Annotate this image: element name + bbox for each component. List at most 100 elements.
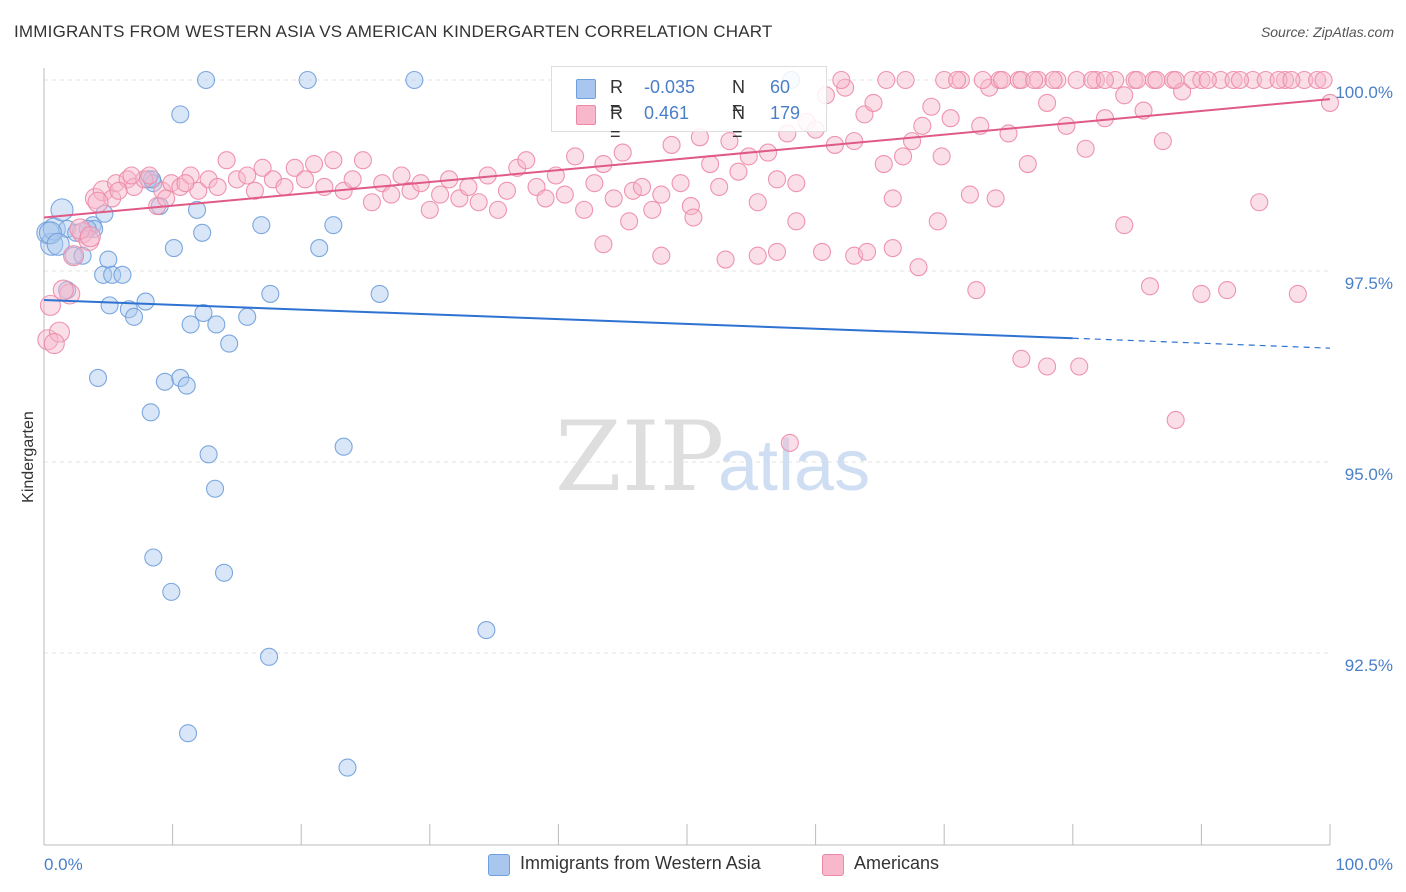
data-point xyxy=(324,151,343,170)
data-point xyxy=(207,315,226,334)
data-point xyxy=(1115,216,1134,235)
data-point xyxy=(536,189,555,208)
data-point xyxy=(1192,284,1211,303)
data-point xyxy=(585,174,604,193)
data-point xyxy=(353,151,372,170)
data-point xyxy=(643,200,662,219)
data-point xyxy=(1166,70,1185,90)
data-point xyxy=(124,177,144,197)
chart-source: Source: ZipAtlas.com xyxy=(1260,24,1394,40)
data-point xyxy=(1106,70,1125,90)
data-point xyxy=(285,158,304,177)
data-point xyxy=(79,226,101,248)
data-point xyxy=(140,166,159,185)
data-point xyxy=(710,177,729,197)
data-point xyxy=(477,621,496,640)
data-point xyxy=(1314,70,1333,90)
data-point xyxy=(488,200,508,219)
y-tick-label: 95.0% xyxy=(1345,465,1393,484)
data-point xyxy=(767,170,787,189)
data-point xyxy=(370,284,389,303)
data-point xyxy=(405,70,424,90)
data-point xyxy=(187,200,207,219)
legend-r-label: R = xyxy=(610,77,623,118)
data-point xyxy=(1198,70,1217,90)
data-point xyxy=(144,548,163,567)
trend-line-western-asia xyxy=(43,299,1073,340)
data-point xyxy=(497,181,517,200)
data-point xyxy=(1230,70,1250,90)
data-point xyxy=(178,724,198,743)
data-point xyxy=(739,147,758,166)
data-point xyxy=(935,70,954,90)
data-point xyxy=(122,166,141,185)
data-point xyxy=(893,147,913,166)
data-point xyxy=(758,143,778,162)
data-point xyxy=(1018,154,1037,174)
data-point xyxy=(1308,70,1327,90)
data-point xyxy=(767,242,787,261)
data-point xyxy=(1243,70,1262,90)
data-point xyxy=(48,321,70,343)
data-point xyxy=(909,258,928,277)
data-point xyxy=(1067,70,1086,90)
data-point xyxy=(896,70,915,90)
legend-swatch-blue xyxy=(488,854,510,876)
data-point xyxy=(594,235,613,254)
data-point xyxy=(199,445,218,464)
watermark-zip: ZIP xyxy=(555,401,724,513)
data-point xyxy=(58,281,77,300)
data-point xyxy=(194,303,213,323)
y-tick-label: 100.0% xyxy=(1335,83,1393,102)
legend-n-value: 179 xyxy=(770,103,801,123)
data-point xyxy=(1134,101,1153,120)
data-point xyxy=(420,200,439,219)
x-tick-label: 100.0% xyxy=(1335,855,1393,874)
data-point xyxy=(1044,70,1063,90)
legend-r-label: R = xyxy=(610,103,623,144)
y-tick-label: 92.5% xyxy=(1345,656,1393,675)
data-point xyxy=(1025,70,1044,90)
data-point xyxy=(100,296,119,315)
data-point xyxy=(338,758,357,777)
data-point xyxy=(1224,70,1243,90)
data-point xyxy=(238,166,257,185)
data-point xyxy=(1275,70,1295,90)
data-point xyxy=(960,185,979,204)
data-point xyxy=(157,189,176,208)
chart-title: IMMIGRANTS FROM WESTERN ASIA VS AMERICAN… xyxy=(14,22,773,41)
data-point xyxy=(1128,70,1147,90)
data-point xyxy=(113,265,132,284)
series-legend: Immigrants from Western Asia Americans xyxy=(0,852,1406,878)
data-point xyxy=(1076,139,1095,158)
trend-line-americans xyxy=(43,98,1331,219)
data-point xyxy=(877,70,896,90)
data-point xyxy=(623,181,643,200)
data-point xyxy=(275,177,294,197)
legend-swatch-blue xyxy=(576,79,596,99)
data-point xyxy=(575,200,594,219)
data-point xyxy=(298,70,317,90)
data-point xyxy=(1012,70,1031,90)
data-point xyxy=(217,151,236,170)
data-point xyxy=(787,212,806,231)
data-point xyxy=(787,174,806,193)
data-point xyxy=(1250,193,1269,212)
data-point xyxy=(362,193,381,212)
data-point xyxy=(845,132,864,151)
data-point xyxy=(181,315,200,334)
data-point xyxy=(252,216,271,235)
data-point xyxy=(50,198,74,222)
data-point xyxy=(748,246,767,265)
data-point xyxy=(604,189,623,208)
data-point xyxy=(662,135,681,154)
data-point xyxy=(993,70,1012,90)
data-point xyxy=(883,239,902,258)
data-point xyxy=(73,246,92,265)
data-point xyxy=(136,292,155,311)
data-point xyxy=(253,158,272,177)
data-point xyxy=(1038,93,1057,112)
data-point xyxy=(729,162,748,181)
data-point xyxy=(1211,70,1230,90)
